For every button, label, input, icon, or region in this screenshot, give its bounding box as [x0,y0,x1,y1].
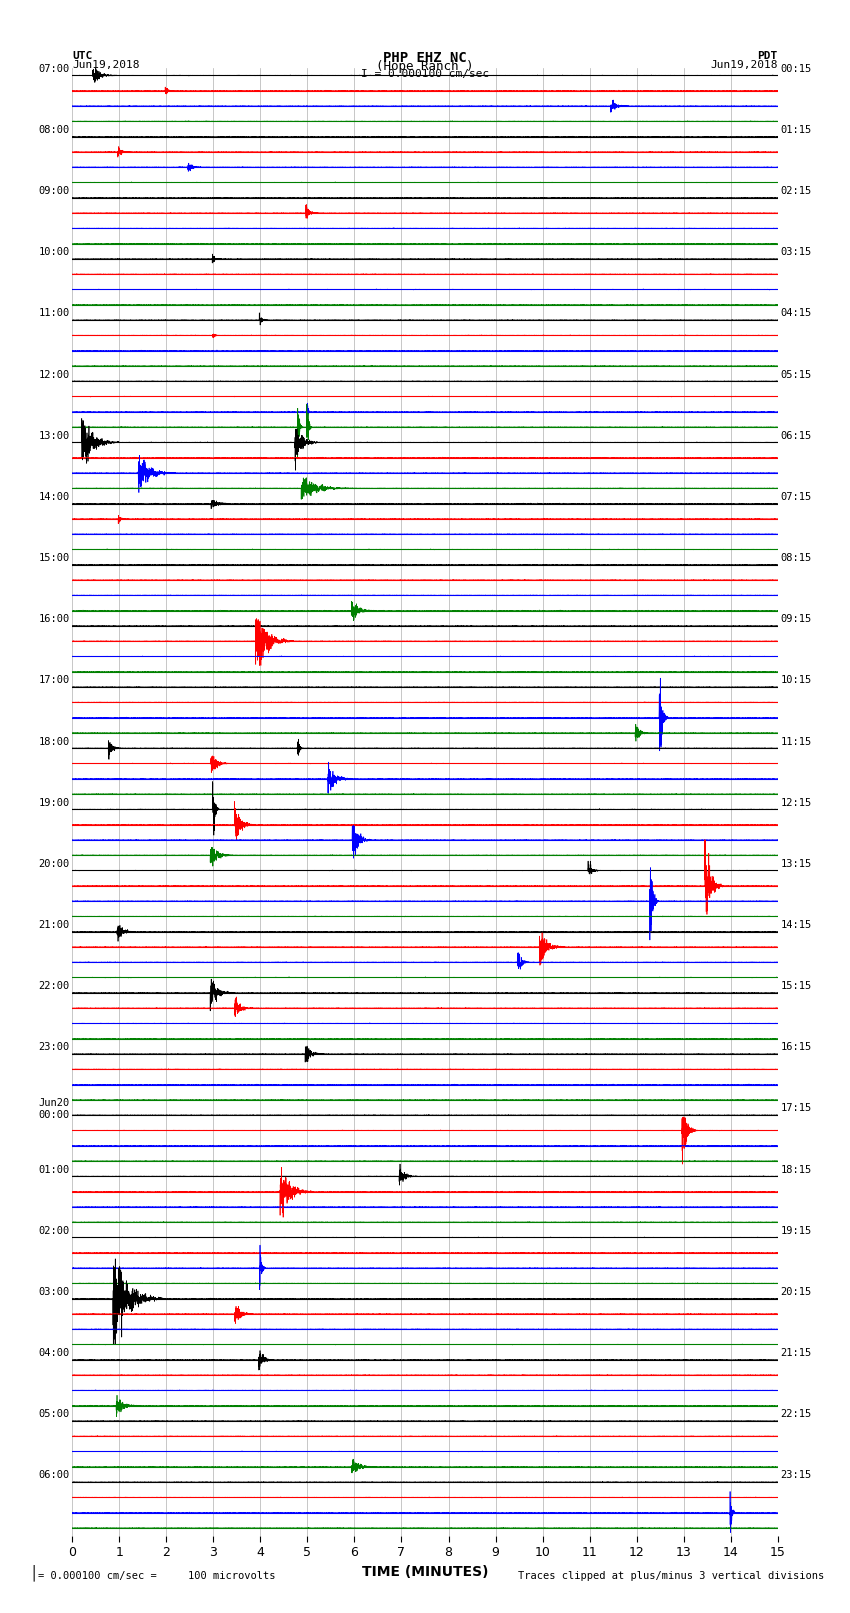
Text: = 0.000100 cm/sec =     100 microvolts: = 0.000100 cm/sec = 100 microvolts [38,1571,275,1581]
X-axis label: TIME (MINUTES): TIME (MINUTES) [362,1565,488,1579]
Text: Jun19,2018: Jun19,2018 [72,60,139,69]
Text: UTC: UTC [72,50,93,61]
Text: Traces clipped at plus/minus 3 vertical divisions: Traces clipped at plus/minus 3 vertical … [518,1571,824,1581]
Text: I = 0.000100 cm/sec: I = 0.000100 cm/sec [361,69,489,79]
Text: Jun19,2018: Jun19,2018 [711,60,778,69]
Text: PHP EHZ NC: PHP EHZ NC [383,50,467,65]
Text: │: │ [30,1565,38,1581]
Text: (Hope Ranch ): (Hope Ranch ) [377,60,473,73]
Text: PDT: PDT [757,50,778,61]
